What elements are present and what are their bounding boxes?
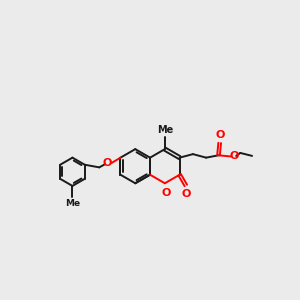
Text: O: O bbox=[103, 158, 112, 168]
Text: O: O bbox=[181, 189, 190, 199]
Text: Me: Me bbox=[157, 125, 173, 135]
Text: Me: Me bbox=[65, 200, 80, 208]
Text: O: O bbox=[215, 130, 224, 140]
Text: O: O bbox=[162, 188, 171, 198]
Text: O: O bbox=[230, 151, 239, 161]
